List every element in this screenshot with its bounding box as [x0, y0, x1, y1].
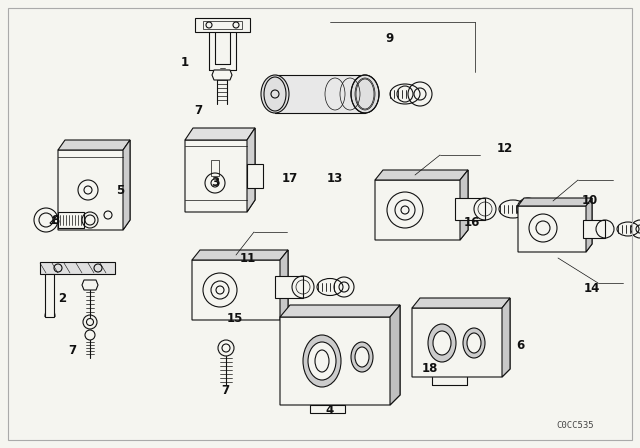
- Text: 18: 18: [422, 362, 438, 375]
- Bar: [455, 198, 485, 220]
- Text: 7: 7: [221, 383, 229, 396]
- Polygon shape: [40, 262, 115, 274]
- Polygon shape: [390, 305, 400, 405]
- Polygon shape: [518, 198, 592, 206]
- Polygon shape: [586, 198, 592, 252]
- Polygon shape: [212, 70, 232, 80]
- Polygon shape: [58, 140, 130, 230]
- Ellipse shape: [433, 331, 451, 355]
- Polygon shape: [412, 298, 510, 377]
- Bar: [275, 276, 303, 298]
- Polygon shape: [280, 305, 400, 317]
- Ellipse shape: [303, 335, 341, 387]
- Polygon shape: [82, 280, 98, 290]
- Text: 3: 3: [211, 176, 219, 189]
- Text: 10: 10: [582, 194, 598, 207]
- Ellipse shape: [261, 75, 289, 113]
- Ellipse shape: [463, 328, 485, 358]
- Polygon shape: [247, 128, 255, 212]
- Text: 9: 9: [386, 31, 394, 44]
- Text: 8: 8: [51, 214, 59, 227]
- Ellipse shape: [308, 342, 336, 380]
- Polygon shape: [247, 164, 263, 188]
- Polygon shape: [518, 198, 592, 252]
- Ellipse shape: [351, 342, 373, 372]
- Bar: [211, 160, 219, 176]
- Polygon shape: [192, 250, 288, 320]
- Ellipse shape: [467, 333, 481, 353]
- Text: 1: 1: [181, 56, 189, 69]
- Text: 17: 17: [282, 172, 298, 185]
- Text: 7: 7: [194, 103, 202, 116]
- Bar: [310, 405, 345, 413]
- Text: 13: 13: [327, 172, 343, 185]
- Bar: [275, 75, 365, 113]
- Polygon shape: [58, 212, 84, 228]
- Polygon shape: [280, 305, 400, 405]
- Text: C0CC535: C0CC535: [556, 421, 594, 430]
- Text: 16: 16: [464, 215, 480, 228]
- Polygon shape: [58, 140, 130, 150]
- Bar: [583, 220, 605, 238]
- Polygon shape: [502, 298, 510, 377]
- Text: 5: 5: [116, 184, 124, 197]
- Text: 12: 12: [497, 142, 513, 155]
- Text: 6: 6: [516, 339, 524, 352]
- Polygon shape: [280, 250, 288, 320]
- Polygon shape: [123, 140, 130, 230]
- Text: 14: 14: [584, 281, 600, 294]
- Text: 11: 11: [240, 251, 256, 264]
- Ellipse shape: [428, 324, 456, 362]
- Ellipse shape: [355, 347, 369, 367]
- Polygon shape: [192, 250, 288, 260]
- Polygon shape: [412, 298, 510, 308]
- Polygon shape: [375, 170, 468, 180]
- Polygon shape: [375, 170, 468, 240]
- Ellipse shape: [351, 75, 379, 113]
- Text: 15: 15: [227, 311, 243, 324]
- Text: 4: 4: [326, 404, 334, 417]
- Polygon shape: [45, 274, 54, 317]
- Text: 2: 2: [58, 292, 66, 305]
- Polygon shape: [195, 18, 250, 32]
- Polygon shape: [185, 128, 255, 212]
- Polygon shape: [460, 170, 468, 240]
- Text: 7: 7: [68, 344, 76, 357]
- Polygon shape: [185, 128, 255, 140]
